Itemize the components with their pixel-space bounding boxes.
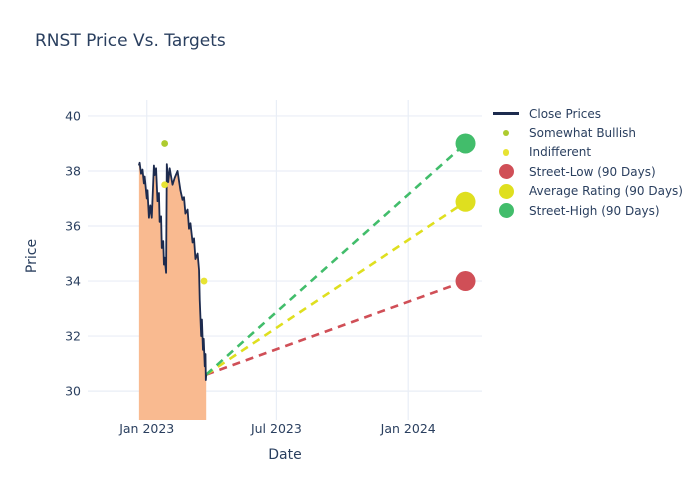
target-marker-average-rating-days (455, 191, 476, 212)
sentiment-dot-somewhat-bullish (161, 140, 169, 147)
circle-icon (493, 183, 519, 199)
line-swatch-icon (493, 112, 519, 115)
legend-label: Street-High (90 Days) (529, 203, 660, 218)
circle-icon (493, 164, 519, 180)
y-tick-label: 32 (65, 329, 81, 344)
projection-line-street-low-days (205, 279, 466, 376)
y-tick-label: 38 (65, 163, 81, 178)
legend-item-street-high[interactable]: Street-High (90 Days) (493, 201, 683, 220)
projection-line-average-rating-days (205, 200, 467, 376)
x-tick-label: Jul 2023 (250, 421, 302, 436)
close-prices-line (137, 161, 208, 382)
legend-label: Average Rating (90 Days) (529, 184, 683, 199)
legend-item-average-rating[interactable]: Average Rating (90 Days) (493, 182, 683, 201)
legend-label: Street-Low (90 Days) (529, 164, 656, 179)
legend-item-indifferent[interactable]: Indifferent (493, 143, 683, 162)
legend-item-close-prices[interactable]: Close Prices (493, 104, 683, 123)
y-tick-label: 36 (65, 219, 81, 234)
circle-icon (493, 203, 519, 219)
y-tick-label: 40 (65, 108, 81, 123)
legend-label: Indifferent (529, 145, 592, 160)
dot-icon (493, 149, 519, 156)
y-axis-label: Price (24, 238, 40, 274)
legend-item-street-low[interactable]: Street-Low (90 Days) (493, 162, 683, 181)
chart-title: RNST Price Vs. Targets (35, 31, 226, 51)
x-axis-label: Date (268, 447, 302, 463)
sentiment-dot-indifferent (161, 181, 169, 189)
legend-label: Somewhat Bullish (529, 126, 637, 141)
y-tick-label: 34 (65, 274, 81, 289)
target-marker-street-high-days (455, 133, 476, 154)
x-tick-label: Jan 2024 (380, 421, 436, 436)
dot-icon (493, 129, 519, 137)
x-tick-label: Jan 2023 (118, 421, 174, 436)
legend-label: Close Prices (529, 106, 602, 121)
y-tick-label: 30 (65, 384, 81, 399)
projection-line-street-high-days (205, 142, 467, 376)
legend: Close Prices Somewhat Bullish Indifferen… (493, 104, 683, 220)
close-prices-area-fill (138, 162, 207, 420)
legend-item-somewhat-bullish[interactable]: Somewhat Bullish (493, 123, 683, 142)
sentiment-dot-indifferent (200, 277, 208, 285)
target-marker-street-low-days (455, 271, 476, 292)
